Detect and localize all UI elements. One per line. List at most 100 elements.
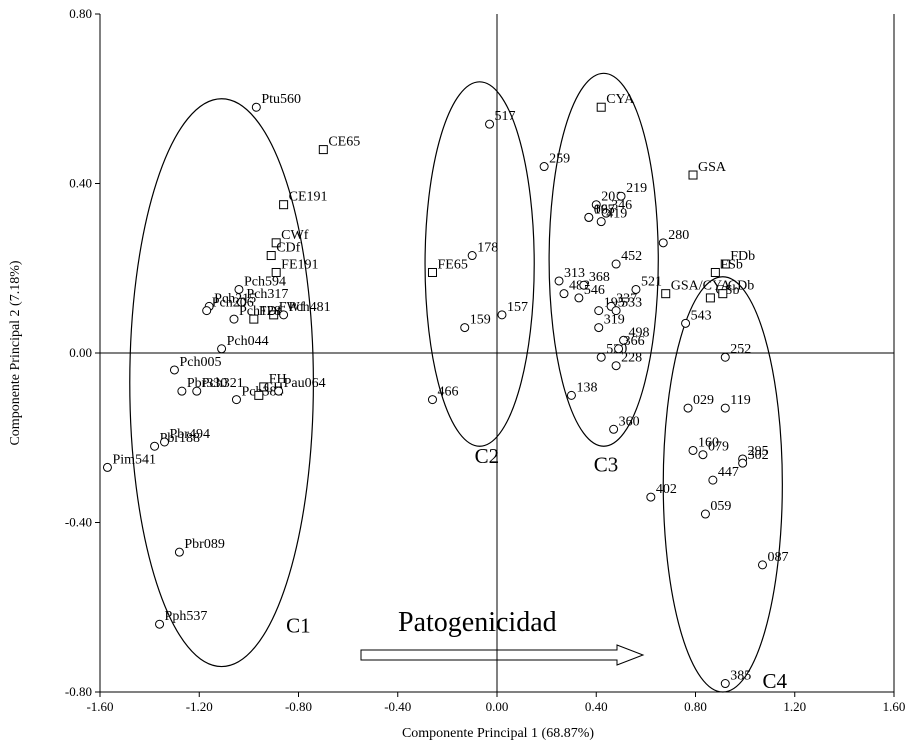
data-point-circle — [584, 212, 594, 222]
data-point-circle — [688, 445, 698, 455]
data-point-square — [718, 289, 728, 299]
data-point-circle — [614, 344, 624, 354]
cluster-ellipses: C1 C2 C3 C4 — [129, 72, 788, 693]
cluster-ellipse-c1 — [129, 98, 314, 668]
data-point-circle — [720, 403, 730, 413]
point-label: CWf — [281, 228, 309, 243]
point-label: CDb — [728, 279, 754, 294]
data-point-circle — [596, 352, 606, 362]
x-tick-label: -0.40 — [384, 699, 411, 714]
point-label: 368 — [589, 270, 610, 285]
point-label: Pch321 — [202, 376, 244, 391]
data-point-circle — [720, 352, 730, 362]
point-label: 360 — [619, 414, 640, 429]
point-label: 366 — [624, 334, 645, 349]
point-label: 385 — [730, 669, 751, 684]
point-label: 452 — [621, 249, 642, 264]
cluster-ellipse-c3 — [548, 72, 659, 447]
x-tick-label: -1.20 — [186, 699, 213, 714]
point-label: 252 — [730, 342, 751, 357]
data-points: Ptu560CE65CE191CWfCDfFE191Pch594Pch215Pc… — [102, 92, 788, 689]
data-point-square — [259, 382, 269, 392]
point-label: 178 — [477, 241, 498, 256]
data-point-square — [720, 259, 730, 269]
data-point-circle — [539, 162, 549, 172]
data-point-circle — [174, 547, 184, 557]
x-tick-label: 0.40 — [585, 699, 608, 714]
data-point-circle — [596, 217, 606, 227]
point-label: FDf — [259, 304, 282, 319]
x-tick-label: 1.20 — [783, 699, 806, 714]
data-point-circle — [574, 293, 584, 303]
data-point-square — [271, 267, 281, 277]
point-label: GSA — [698, 160, 727, 175]
point-label: CE191 — [289, 190, 328, 205]
data-point-circle — [169, 365, 179, 375]
point-label: Pch044 — [227, 334, 269, 349]
cluster-label-c1: C1 — [286, 614, 311, 638]
data-point-square — [254, 390, 264, 400]
point-label: Pch594 — [244, 274, 286, 289]
arrow-label: Patogenicidad — [398, 607, 557, 638]
data-point-circle — [658, 238, 668, 248]
data-point-circle — [681, 318, 691, 328]
point-label: FWf — [279, 300, 305, 315]
data-point-circle — [566, 390, 576, 400]
data-point-circle — [631, 284, 641, 294]
y-tick-label: -0.80 — [65, 684, 92, 699]
point-label: 219 — [626, 181, 647, 196]
x-tick-label: 1.60 — [883, 699, 906, 714]
data-point-circle — [497, 310, 507, 320]
y-axis-ticks: 0.80 0.40 0.00 -0.40 -0.80 — [65, 6, 100, 699]
data-point-circle — [646, 492, 656, 502]
point-label: 280 — [668, 228, 689, 243]
y-tick-label: -0.40 — [65, 515, 92, 530]
cluster-label-c3: C3 — [594, 453, 619, 477]
data-point-square — [661, 289, 671, 299]
point-label: 521 — [641, 274, 662, 289]
y-tick-label: 0.80 — [69, 6, 92, 21]
data-point-circle — [594, 306, 604, 316]
cluster-label-c4: C4 — [762, 669, 787, 693]
data-point-circle — [274, 386, 284, 396]
data-point-circle — [559, 289, 569, 299]
data-point-circle — [460, 323, 470, 333]
point-label: 498 — [629, 325, 650, 340]
point-label: Pau064 — [284, 376, 326, 391]
point-label: 259 — [549, 152, 570, 167]
cluster-ellipse-c4 — [662, 276, 783, 693]
y-tick-label: 0.00 — [69, 345, 92, 360]
cluster-label-c2: C2 — [475, 444, 500, 468]
pathogenicity-arrow: Patogenicidad — [360, 607, 645, 666]
data-point-square — [427, 267, 437, 277]
data-point-circle — [720, 679, 730, 689]
point-label: Pch005 — [179, 355, 221, 370]
y-axis-title: Componente Principal 2 (7.18%) — [8, 260, 23, 445]
data-point-circle — [202, 306, 212, 316]
data-point-circle — [192, 386, 202, 396]
data-point-circle — [160, 437, 170, 447]
point-label: CYA — [606, 92, 635, 107]
data-point-circle — [279, 310, 289, 320]
point-label: 346 — [611, 198, 632, 213]
data-point-circle — [554, 276, 564, 286]
point-label: CDf — [276, 241, 300, 256]
data-point-square — [269, 310, 279, 320]
point-label: 543 — [691, 308, 712, 323]
x-axis-ticks: -1.60 -1.20 -0.80 -0.40 0.00 0.40 0.80 1.20 1.60 — [86, 692, 905, 714]
point-label: 029 — [693, 393, 714, 408]
x-tick-label: 0.80 — [684, 699, 707, 714]
point-label: 337 — [616, 291, 637, 306]
point-label: 079 — [708, 440, 729, 455]
point-label: 201 — [601, 190, 622, 205]
point-label: 295 — [748, 444, 769, 459]
data-point-circle — [150, 441, 160, 451]
point-label: Pph537 — [165, 609, 208, 624]
point-label: Pbr089 — [184, 537, 224, 552]
data-point-circle — [485, 119, 495, 129]
data-point-square — [710, 267, 720, 277]
data-point-circle — [698, 450, 708, 460]
data-point-square — [596, 102, 606, 112]
data-point-circle — [601, 208, 611, 218]
